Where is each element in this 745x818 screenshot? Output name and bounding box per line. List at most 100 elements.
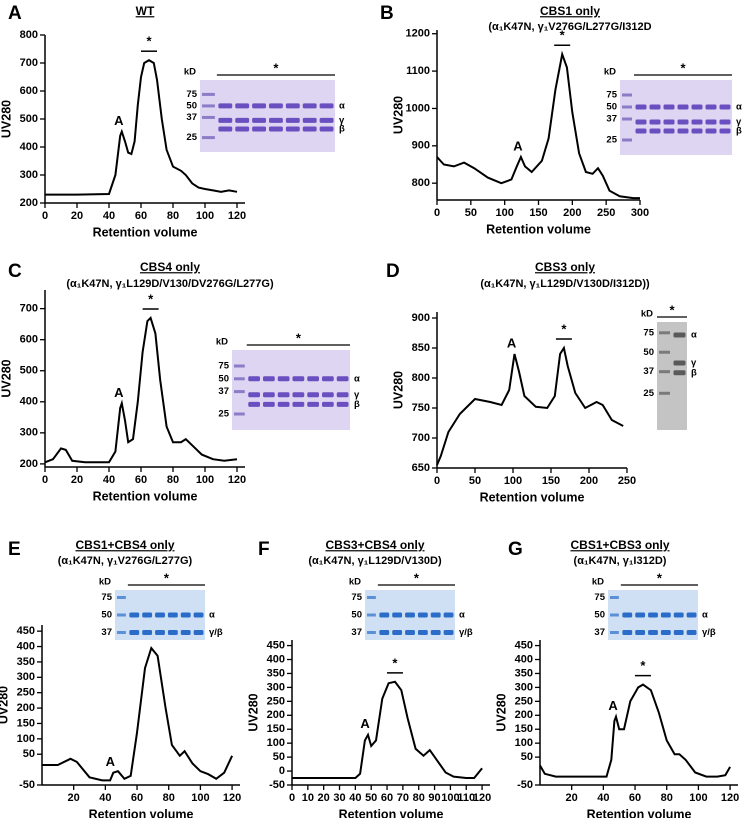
gel-marker: 25 [643, 388, 654, 399]
y-tick-label: 350 [515, 667, 533, 679]
gel-band [129, 630, 140, 635]
gel-star: * [273, 60, 279, 75]
y-tick-label: 200 [20, 197, 38, 209]
gel-band [673, 332, 686, 338]
x-tick-label: 60 [131, 792, 143, 804]
panel: A WT 200 300 400 500 600 700 800 0 20 40 60 80 100 120 R… [0, 3, 345, 239]
peak-label: * [146, 34, 152, 49]
gel-band [677, 128, 689, 134]
gel-band [277, 376, 290, 382]
x-tick-label: 120 [223, 792, 241, 804]
gel-marker: 75 [186, 89, 197, 100]
panel-letter: E [8, 539, 21, 560]
gel-band [705, 119, 717, 125]
gel-marker: 37 [218, 386, 229, 397]
x-tick-label: 100 [495, 207, 513, 219]
y-tick-label: 400 [17, 640, 35, 652]
gel-band [417, 630, 428, 635]
gel-band [302, 103, 317, 109]
y-tick-label: 600 [20, 334, 38, 346]
gel-band [155, 612, 165, 618]
x-tick-label: 80 [167, 210, 179, 222]
y-tick-label: 150 [515, 723, 533, 735]
panel-title: CBS1 only [540, 4, 600, 18]
ladder-band [622, 93, 632, 97]
y-tick-label: 150 [17, 717, 35, 729]
gel-kd: kD [184, 67, 196, 78]
panel-letter: A [8, 3, 22, 24]
panel-letter: B [380, 3, 394, 24]
gel-band [252, 117, 266, 123]
gel-band [302, 117, 317, 123]
gel-band-label: α [691, 329, 697, 340]
gel-band [379, 612, 390, 618]
gel-band-label: β [736, 126, 742, 137]
gel-band [180, 630, 191, 635]
y-tick-label: 650 [412, 462, 430, 474]
trace [292, 680, 483, 779]
x-tick-label: 80 [167, 474, 179, 486]
ladder-band [610, 596, 619, 599]
gel-band-label: γ [691, 358, 697, 369]
gel-marker: 50 [218, 373, 229, 384]
panel-title: CBS3+CBS4 only [325, 538, 424, 552]
ladder-band [234, 412, 245, 416]
peak-label: * [561, 321, 567, 336]
y-tick-label: 100 [515, 737, 533, 749]
gel-band [691, 119, 703, 125]
gel-band [635, 119, 647, 125]
gel-band [691, 128, 703, 134]
gel-band [336, 392, 349, 398]
x-tick-label: 120 [473, 792, 491, 804]
gel-band [319, 117, 334, 123]
gel-marker: 75 [594, 592, 605, 603]
trace [42, 646, 234, 782]
y-tick-label: 300 [20, 427, 38, 439]
y-tick-label: -50 [517, 779, 533, 791]
gel-star: * [680, 60, 686, 75]
gel-marker: 75 [643, 327, 654, 338]
x-tick-label: 100 [196, 210, 214, 222]
ladder-band [610, 613, 619, 617]
gel-band [677, 119, 689, 125]
gel-marker: 75 [218, 361, 229, 372]
gel-band [622, 630, 633, 635]
gel-marker: 50 [594, 610, 605, 621]
panel-title: CBS1+CBS3 only [570, 538, 669, 552]
x-tick-label: 80 [661, 792, 673, 804]
gel-band [277, 392, 290, 398]
gel-band [193, 612, 204, 618]
gel-band [252, 126, 266, 132]
x-tick-label: 20 [71, 210, 83, 222]
y-axis-title: UV280 [0, 100, 13, 138]
gel-star: * [164, 570, 170, 585]
gel-band [635, 128, 647, 134]
x-tick-label: 0 [434, 207, 440, 219]
gel-band [285, 117, 300, 123]
gel-band [269, 117, 283, 123]
x-tick-label: 110 [457, 792, 475, 804]
gel-band [443, 630, 454, 635]
x-tick-label: 40 [99, 792, 111, 804]
x-tick-label: 60 [135, 474, 147, 486]
gel-band-label: α [459, 610, 465, 621]
y-tick-label: 300 [267, 681, 285, 693]
ladder-band [202, 136, 215, 140]
y-tick-label: 350 [17, 656, 35, 668]
y-tick-label: 450 [17, 625, 35, 637]
peak-label: A [106, 754, 116, 769]
panel: F CBS3+CBS4 only (α₁K47N, γ₁L129D/V130D) -5… [246, 538, 491, 818]
x-tick-label: 70 [397, 792, 409, 804]
x-tick-label: 150 [542, 475, 560, 487]
gel-band [405, 630, 415, 635]
panel-title: CBS4 only [140, 260, 200, 274]
gel-band [405, 612, 415, 618]
gel-band [142, 612, 153, 618]
x-tick-label: 100 [689, 792, 707, 804]
y-tick-label: 100 [17, 733, 35, 745]
gel-marker: 37 [101, 627, 112, 638]
x-tick-label: 50 [469, 475, 481, 487]
panel: D CBS3 only (α₁K47N, γ₁L129D/V130D/I312D))… [386, 260, 697, 504]
gel-band [167, 612, 178, 618]
gel-marker: 37 [351, 627, 362, 638]
